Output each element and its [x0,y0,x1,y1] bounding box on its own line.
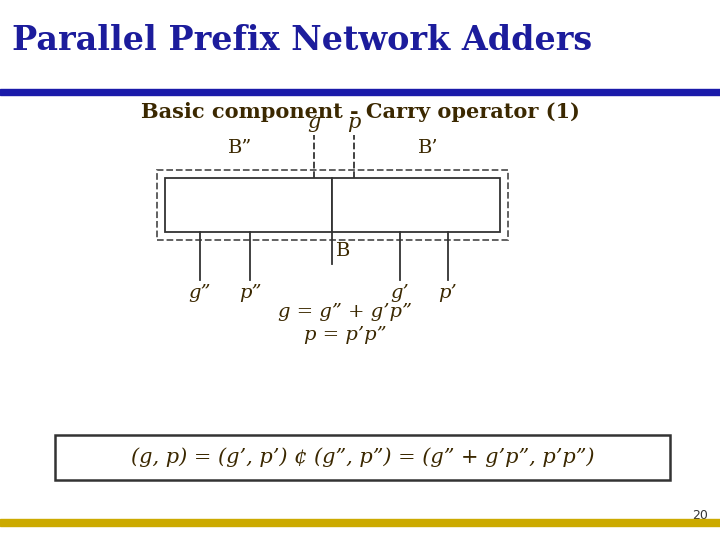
Text: p’: p’ [438,284,457,302]
Text: g’: g’ [391,284,410,302]
Text: p”: p” [239,284,261,302]
Text: B”: B” [228,139,252,157]
Text: g”: g” [189,284,211,302]
Text: Parallel Prefix Network Adders: Parallel Prefix Network Adders [12,24,592,57]
Bar [55,435,670,480]
Bar [332,178,500,232]
Text: B: B [336,242,351,260]
Bar [0,519,720,526]
Text: B’: B’ [418,139,438,157]
Bar [0,89,720,95]
Text: 20: 20 [692,509,708,522]
Text: g = g” + g’p”: g = g” + g’p” [278,303,412,321]
Text: g: g [307,113,320,132]
Bar [157,170,508,240]
Bar [165,178,332,232]
Text: (g, p) = (g’, p’) ¢ (g”, p”) = (g” + g’p”, p’p”): (g, p) = (g’, p’) ¢ (g”, p”) = (g” + g’p… [131,448,594,467]
Text: p = p’p”: p = p’p” [304,326,387,344]
Text: p: p [347,113,361,132]
Text: Basic component - Carry operator (1): Basic component - Carry operator (1) [140,102,580,122]
